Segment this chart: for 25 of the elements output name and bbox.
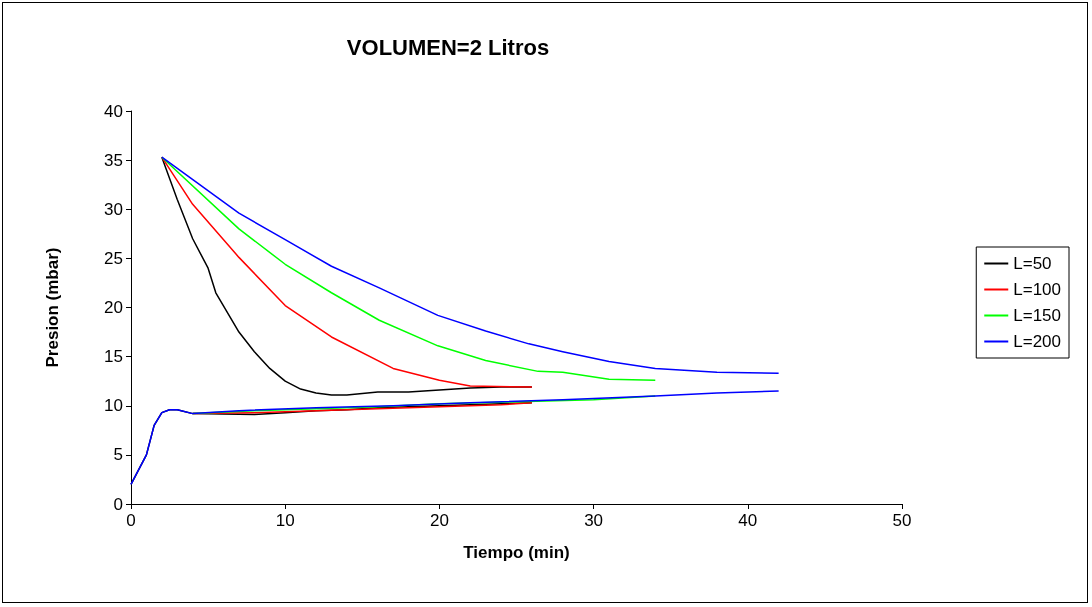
y-tick-label: 5: [113, 445, 123, 465]
chart-title: VOLUMEN=2 Litros: [346, 34, 550, 60]
y-tick-label: 15: [104, 347, 123, 367]
y-tick-label: 40: [104, 101, 123, 121]
x-tick-label: 30: [584, 511, 604, 530]
line-series: [161, 156, 780, 375]
x-axis-title: Tiempo (min): [463, 543, 570, 562]
y-axis-title: Presion (mbar): [43, 247, 62, 368]
y-tick-label: 30: [104, 199, 123, 219]
line-series: [130, 390, 780, 486]
y-tick-label: 10: [104, 396, 123, 416]
x-tick-label: 20: [429, 511, 449, 530]
y-tick-label: 20: [104, 298, 123, 317]
legend-label: L=100: [1013, 280, 1061, 299]
legend-label: L=200: [1013, 332, 1061, 351]
x-tick-label: 40: [738, 511, 758, 530]
y-tick-label: 25: [104, 248, 123, 268]
line-series: [161, 156, 657, 381]
x-tick-label: 10: [275, 511, 295, 530]
y-tick-label: 0: [113, 494, 123, 514]
y-tick-label: 35: [104, 150, 123, 170]
legend-label: L=150: [1013, 306, 1061, 325]
legend-label: L=50: [1013, 254, 1052, 273]
x-tick-label: 50: [892, 511, 912, 530]
x-tick-label: 0: [126, 511, 136, 530]
